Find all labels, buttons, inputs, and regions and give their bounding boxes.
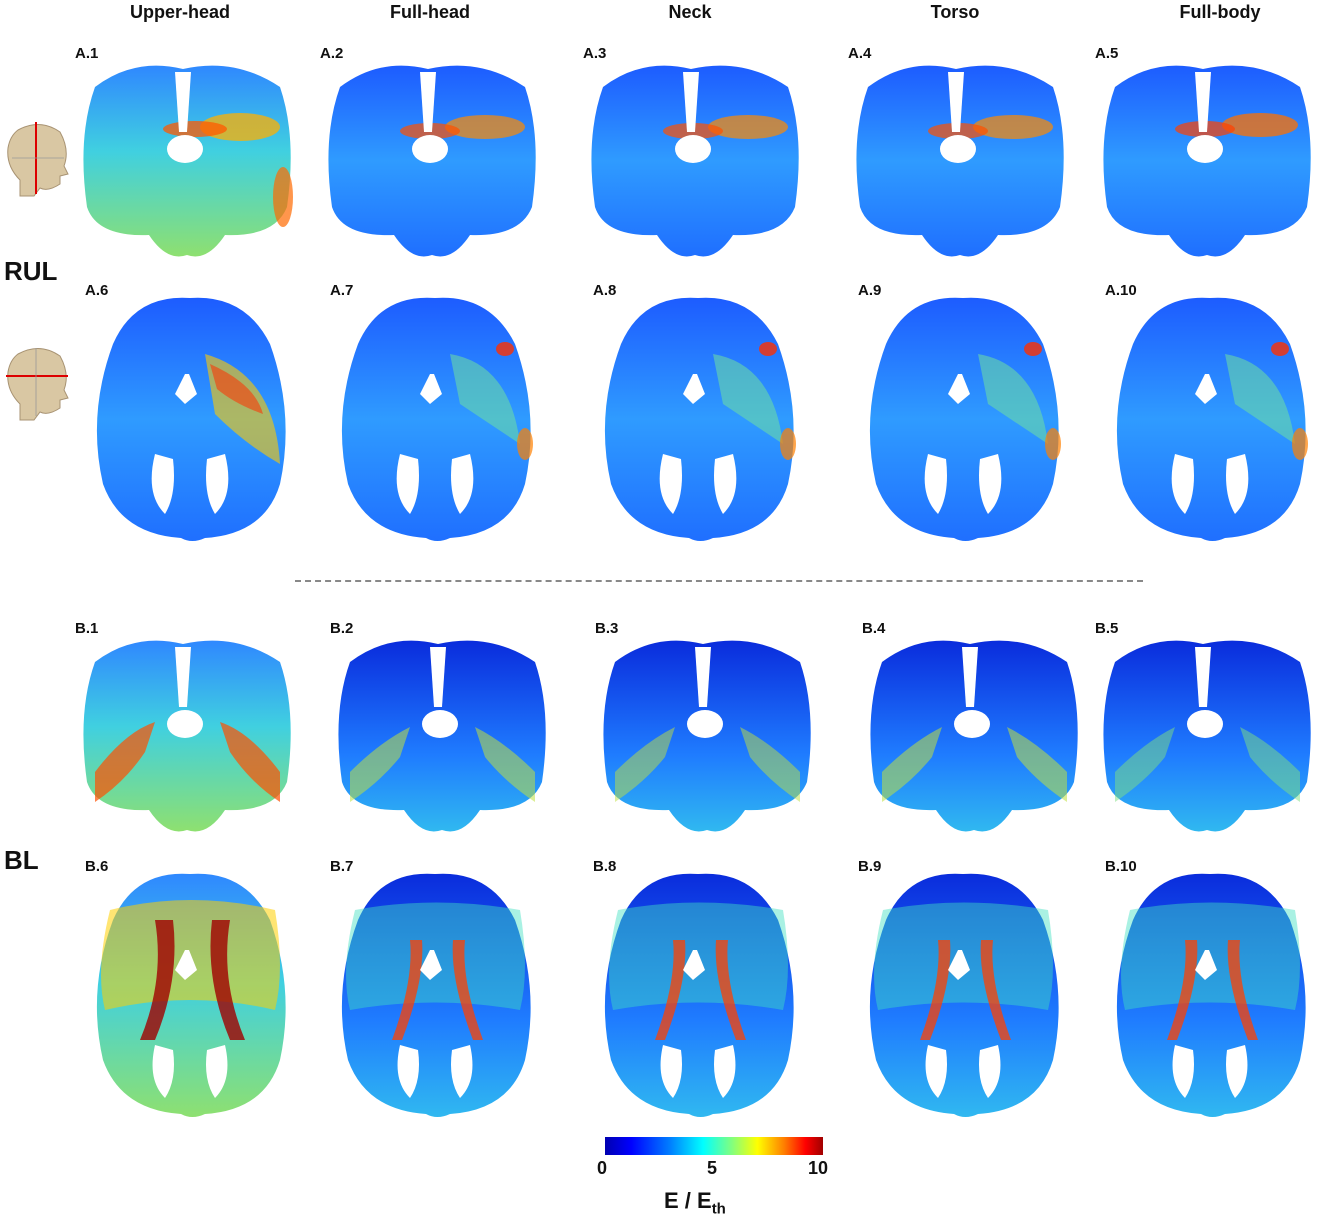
- colorbar-title: E / Eth: [664, 1188, 726, 1217]
- panel-b9: B.9: [858, 858, 1088, 1117]
- group-divider: [295, 580, 1143, 582]
- column-header-upper-head: Upper-head: [129, 2, 230, 22]
- colorbar-title-sub: th: [711, 1200, 726, 1218]
- panel-label: A.6: [85, 282, 109, 299]
- panel-label: B.10: [1105, 858, 1137, 875]
- panel-a2: A.2: [320, 45, 550, 285]
- panel-label: B.6: [85, 858, 109, 875]
- panel-label: A.7: [330, 282, 354, 299]
- panel-a6: A.6: [85, 282, 315, 541]
- group-label-rul: RUL: [4, 256, 58, 286]
- panel-b4: B.4: [862, 620, 1092, 860]
- panel-a3: A.3: [583, 45, 813, 285]
- coronal-brain-slice: [328, 65, 536, 257]
- colorbar: [605, 1137, 823, 1155]
- panel-label: B.9: [858, 858, 882, 875]
- axial-brain-slice: [869, 297, 1061, 541]
- axial-brain-slice: [96, 873, 286, 1117]
- coronal-brain-slice: [83, 640, 291, 832]
- panel-label: B.7: [330, 858, 354, 875]
- coronal-brain-slice: [870, 640, 1078, 832]
- panel-label: A.8: [593, 282, 617, 299]
- panel-b3: B.3: [595, 620, 825, 860]
- panel-b1: B.1: [75, 620, 305, 860]
- panel-label: A.9: [858, 282, 882, 299]
- coronal-brain-slice: [1103, 65, 1311, 257]
- coronal-brain-slice: [83, 65, 293, 257]
- panel-b5: B.5: [1095, 620, 1325, 860]
- panel-b6: B.6: [85, 858, 315, 1117]
- axial-brain-slice: [341, 873, 531, 1117]
- colorbar-tick-min: 0: [597, 1158, 608, 1178]
- column-header-neck: Neck: [668, 2, 712, 22]
- panel-a4: A.4: [848, 45, 1078, 285]
- head-coronal-slice-icon: [7, 122, 69, 197]
- panel-a9: A.9: [858, 282, 1088, 541]
- column-header-torso: Torso: [930, 2, 980, 22]
- panel-label: A.4: [848, 45, 872, 62]
- axial-brain-slice: [96, 297, 286, 541]
- colorbar-tick-mid: 5: [707, 1158, 718, 1178]
- panel-a1: A.1: [75, 45, 305, 285]
- panel-b8: B.8: [593, 858, 823, 1117]
- coronal-brain-slice: [856, 65, 1064, 257]
- panel-b10: B.10: [1105, 858, 1325, 1117]
- panel-label: B.8: [593, 858, 617, 875]
- panel-label: B.4: [862, 620, 886, 637]
- axial-brain-slice: [604, 297, 796, 541]
- coronal-brain-slice: [591, 65, 799, 257]
- panel-a8: A.8: [593, 282, 823, 541]
- panel-label: A.5: [1095, 45, 1119, 62]
- axial-brain-slice: [341, 297, 533, 541]
- panel-a10: A.10: [1105, 282, 1325, 541]
- panel-label: B.3: [595, 620, 619, 637]
- panel-label: A.3: [583, 45, 607, 62]
- panel-label: A.10: [1105, 282, 1137, 299]
- coronal-brain-slice: [338, 640, 546, 832]
- panel-b2: B.2: [330, 620, 560, 860]
- panel-label: A.1: [75, 45, 99, 62]
- group-label-bl: BL: [4, 845, 39, 875]
- coronal-brain-slice: [603, 640, 811, 832]
- panel-a7: A.7: [330, 282, 560, 541]
- panel-label: B.2: [330, 620, 354, 637]
- column-header-full-head: Full-head: [390, 2, 470, 22]
- axial-brain-slice: [1116, 297, 1308, 541]
- axial-brain-slice: [1116, 873, 1306, 1117]
- panel-label: B.5: [1095, 620, 1119, 637]
- colorbar-title-main: E / E: [664, 1188, 712, 1213]
- axial-brain-slice: [869, 873, 1059, 1117]
- column-header-full-body: Full-body: [1179, 2, 1261, 22]
- axial-brain-slice: [604, 873, 794, 1117]
- head-axial-slice-icon: [6, 348, 69, 421]
- colorbar-tick-max: 10: [808, 1158, 829, 1178]
- panel-b7: B.7: [330, 858, 560, 1117]
- panel-label: A.2: [320, 45, 344, 62]
- panel-label: B.1: [75, 620, 99, 637]
- coronal-brain-slice: [1103, 640, 1311, 832]
- panel-a5: A.5: [1095, 45, 1325, 285]
